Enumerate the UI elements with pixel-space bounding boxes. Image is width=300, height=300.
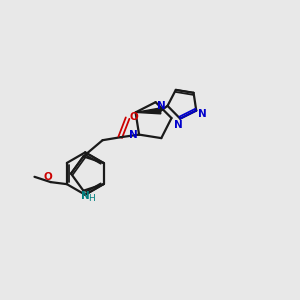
- Text: N: N: [157, 101, 166, 111]
- Text: O: O: [130, 112, 138, 122]
- Text: N: N: [129, 130, 138, 140]
- Text: H: H: [88, 194, 95, 202]
- Text: N: N: [80, 191, 89, 201]
- Text: N: N: [198, 109, 206, 118]
- Text: N: N: [174, 119, 183, 130]
- Polygon shape: [136, 108, 161, 114]
- Text: O: O: [44, 172, 53, 182]
